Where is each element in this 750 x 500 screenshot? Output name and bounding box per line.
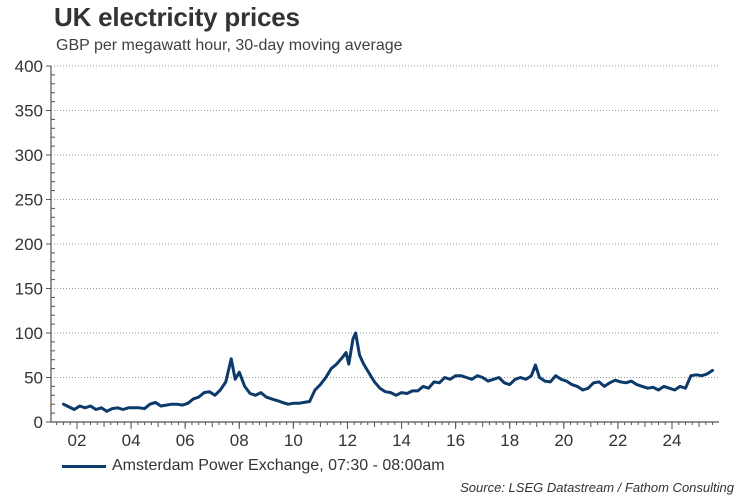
y-axis: 0 50 100 150 200 250 300 350 400 <box>15 57 55 432</box>
legend-swatch <box>62 464 106 468</box>
y-tick-label: 50 <box>24 369 43 388</box>
x-axis: 02 04 06 08 10 12 14 16 18 20 22 24 <box>51 421 719 450</box>
x-tick-label: 22 <box>608 431 627 450</box>
series-line <box>62 331 715 413</box>
x-tick-label: 08 <box>230 431 249 450</box>
y-tick-label: 150 <box>15 280 43 299</box>
y-tick-label: 100 <box>15 324 43 343</box>
x-tick-label: 24 <box>663 431 682 450</box>
legend-label: Amsterdam Power Exchange, 07:30 - 08:00a… <box>112 457 445 474</box>
y-tick-label: 300 <box>15 146 43 165</box>
y-tick-label: 250 <box>15 191 43 210</box>
x-tick-label: 06 <box>176 431 195 450</box>
x-tick-label: 18 <box>500 431 519 450</box>
gridlines <box>51 65 719 378</box>
y-tick-label: 200 <box>15 235 43 254</box>
x-tick-label: 16 <box>446 431 465 450</box>
series-layer <box>62 331 715 413</box>
x-tick-label: 04 <box>122 431 141 450</box>
x-tick-label: 02 <box>68 431 87 450</box>
y-tick-label: 0 <box>34 413 43 432</box>
y-tick-label: 350 <box>15 102 43 121</box>
legend: Amsterdam Power Exchange, 07:30 - 08:00a… <box>62 457 445 475</box>
y-tick-label: 400 <box>15 57 43 76</box>
x-tick-label: 10 <box>284 431 303 450</box>
source-note: Source: LSEG Datastream / Fathom Consult… <box>460 480 734 495</box>
x-tick-label: 14 <box>392 431 411 450</box>
chart-title: UK electricity prices <box>54 2 300 32</box>
chart-subtitle: GBP per megawatt hour, 30-day moving ave… <box>56 37 403 54</box>
x-tick-label: 20 <box>554 431 573 450</box>
x-tick-label: 12 <box>338 431 357 450</box>
